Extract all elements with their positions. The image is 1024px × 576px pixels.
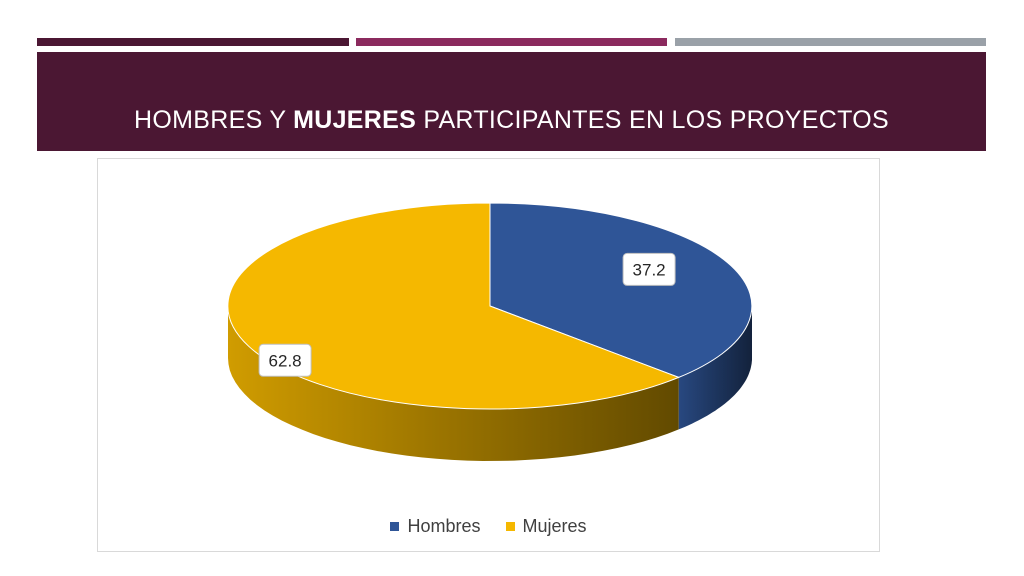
title-part-3: PARTICIPANTES EN LOS PROYECTOS [416,106,889,134]
legend-label-hombres: Hombres [407,516,481,536]
chart-frame: 37.2 62.8 Hombres Mujeres [97,158,880,552]
pie-side-hombres [678,306,752,430]
pie-side-mujeres [228,306,679,461]
pie-slice-hombres [489,202,753,378]
data-label-box-hombres [622,252,676,286]
chart-legend: Hombres Mujeres [98,515,879,537]
slide-title: HOMBRES Y MUJERES PARTICIPANTES EN LOS P… [37,106,986,135]
pie-slice-mujeres [227,202,681,410]
title-band: HOMBRES Y MUJERES PARTICIPANTES EN LOS P… [37,52,986,151]
data-label-hombres: 37.2 [633,260,666,279]
legend-swatch-hombres [390,522,400,531]
data-label-mujeres: 62.8 [269,351,302,370]
accent-bar-3 [675,38,986,46]
accent-bar-2 [356,38,667,46]
accent-bar-1 [37,38,349,46]
legend-item-hombres: Hombres [390,516,480,537]
pie-chart: 37.2 62.8 [227,202,753,461]
title-part-2: MUJERES [293,106,417,134]
data-label-box-mujeres [258,343,312,377]
legend-item-mujeres: Mujeres [505,516,587,537]
title-part-1: HOMBRES Y [134,106,294,134]
legend-swatch-mujeres [505,522,515,531]
legend-label-mujeres: Mujeres [522,516,587,536]
